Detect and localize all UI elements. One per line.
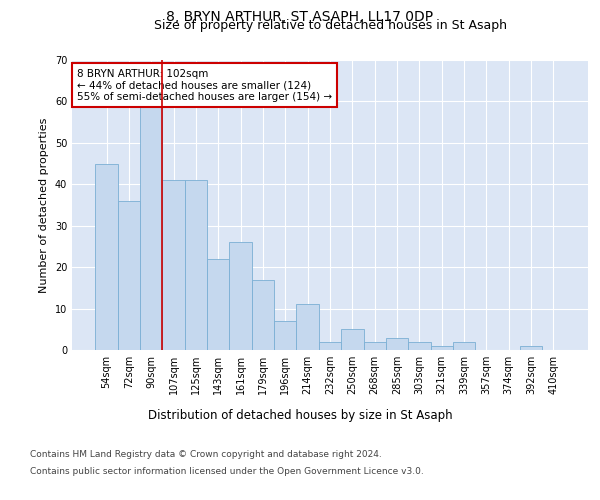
Y-axis label: Number of detached properties: Number of detached properties bbox=[39, 118, 49, 292]
Bar bbox=[408, 342, 431, 350]
Bar bbox=[520, 346, 542, 350]
Title: Size of property relative to detached houses in St Asaph: Size of property relative to detached ho… bbox=[154, 20, 506, 32]
Bar bbox=[319, 342, 341, 350]
Bar bbox=[118, 201, 140, 350]
Bar bbox=[185, 180, 207, 350]
Text: 8, BRYN ARTHUR, ST ASAPH, LL17 0DP: 8, BRYN ARTHUR, ST ASAPH, LL17 0DP bbox=[166, 10, 434, 24]
Text: Contains HM Land Registry data © Crown copyright and database right 2024.: Contains HM Land Registry data © Crown c… bbox=[30, 450, 382, 459]
Bar bbox=[431, 346, 453, 350]
Bar bbox=[163, 180, 185, 350]
Bar bbox=[386, 338, 408, 350]
Bar bbox=[207, 259, 229, 350]
Bar bbox=[140, 106, 163, 350]
Bar bbox=[229, 242, 252, 350]
Text: Contains public sector information licensed under the Open Government Licence v3: Contains public sector information licen… bbox=[30, 468, 424, 476]
Bar bbox=[296, 304, 319, 350]
Bar bbox=[252, 280, 274, 350]
Bar bbox=[274, 321, 296, 350]
Bar bbox=[341, 330, 364, 350]
Bar bbox=[95, 164, 118, 350]
Text: 8 BRYN ARTHUR: 102sqm
← 44% of detached houses are smaller (124)
55% of semi-det: 8 BRYN ARTHUR: 102sqm ← 44% of detached … bbox=[77, 68, 332, 102]
Text: Distribution of detached houses by size in St Asaph: Distribution of detached houses by size … bbox=[148, 408, 452, 422]
Bar bbox=[453, 342, 475, 350]
Bar bbox=[364, 342, 386, 350]
